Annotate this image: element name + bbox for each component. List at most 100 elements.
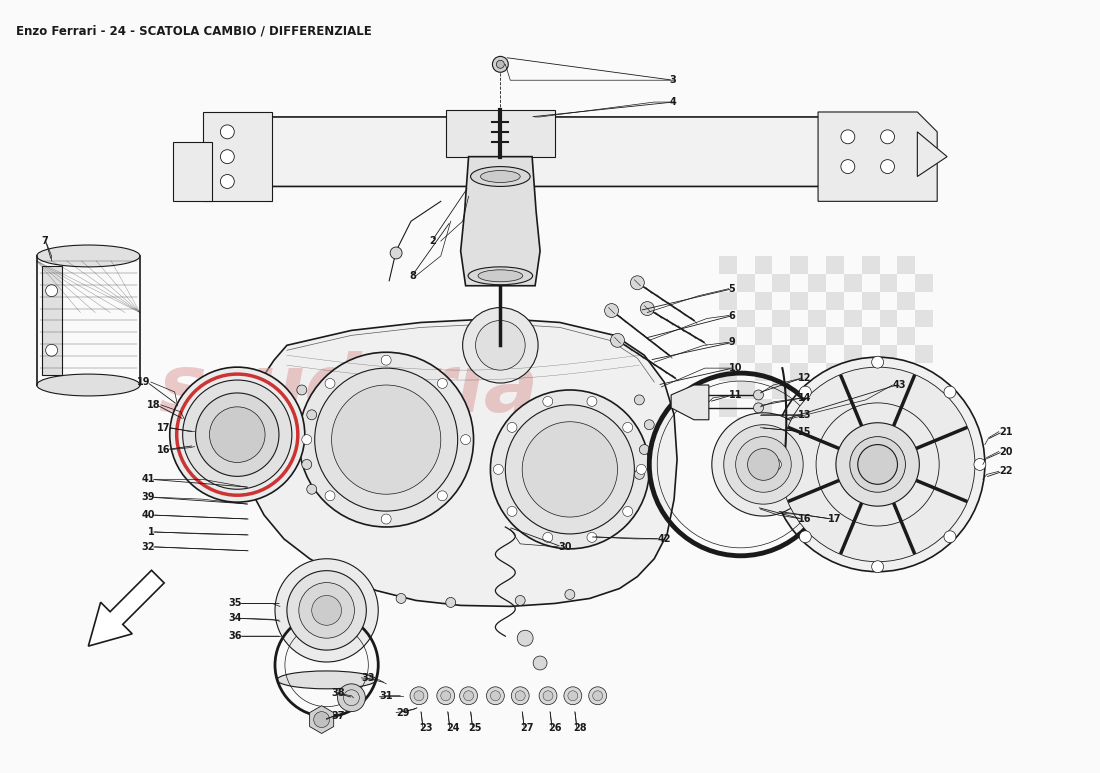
Text: 41: 41 [142,475,155,485]
Bar [790,363,808,381]
Bar [826,363,844,381]
Circle shape [297,385,307,395]
Circle shape [491,691,501,701]
Ellipse shape [481,171,520,182]
Text: 19: 19 [138,377,151,387]
Circle shape [301,459,311,469]
Bar [826,328,844,346]
Bar [755,363,772,381]
Bar [861,256,880,274]
Circle shape [307,485,317,494]
Bar [737,346,755,363]
Bar [826,291,844,309]
Circle shape [858,444,898,485]
Text: 42: 42 [657,534,671,544]
Bar [844,274,861,291]
Circle shape [640,301,654,315]
Circle shape [441,691,451,701]
Circle shape [517,630,534,646]
Circle shape [850,437,905,492]
Circle shape [314,712,330,727]
Ellipse shape [36,245,140,267]
Text: 34: 34 [229,613,242,623]
Circle shape [840,160,855,174]
Text: 5: 5 [728,284,736,294]
Circle shape [871,560,883,573]
Circle shape [754,403,763,413]
Circle shape [512,687,529,705]
Circle shape [623,506,632,516]
Circle shape [346,584,356,594]
Circle shape [326,379,336,388]
Circle shape [297,434,307,444]
Bar [808,346,826,363]
Circle shape [635,395,645,405]
Text: 13: 13 [799,410,812,420]
Circle shape [610,333,625,347]
Circle shape [414,691,424,701]
Bar [790,256,808,274]
Bar [915,381,933,399]
Text: 33: 33 [362,673,375,683]
Circle shape [507,506,517,516]
Circle shape [534,656,547,670]
Circle shape [800,386,812,398]
Ellipse shape [36,374,140,396]
Bar [880,346,898,363]
Bar [861,399,880,417]
Ellipse shape [478,270,522,281]
Ellipse shape [277,671,376,689]
Text: 3: 3 [669,75,675,85]
Text: 11: 11 [728,390,743,400]
Circle shape [46,284,57,297]
Circle shape [220,175,234,189]
Circle shape [331,385,441,494]
Bar [737,417,755,434]
Circle shape [587,533,597,543]
Circle shape [724,424,803,504]
Circle shape [46,344,57,356]
Circle shape [836,423,920,506]
Bar [755,291,772,309]
Bar [898,363,915,381]
Bar [898,291,915,309]
Bar [861,328,880,346]
Text: 4: 4 [669,97,675,107]
Circle shape [639,444,649,455]
Circle shape [326,491,336,501]
Text: 26: 26 [548,723,561,733]
Circle shape [486,687,504,705]
Circle shape [505,405,635,534]
Circle shape [736,437,791,492]
Text: car parts: car parts [168,418,366,461]
Bar [915,274,933,291]
Text: 37: 37 [331,710,345,720]
Circle shape [461,434,471,444]
Circle shape [593,691,603,701]
Circle shape [220,150,234,164]
Bar [772,309,790,328]
Circle shape [494,465,504,475]
Polygon shape [173,141,212,201]
Text: 9: 9 [728,337,736,347]
Polygon shape [917,132,947,176]
Bar [772,417,790,434]
Text: 7: 7 [42,236,48,246]
Bar [915,309,933,328]
Bar [718,291,737,309]
Text: 22: 22 [999,466,1012,476]
Polygon shape [818,112,937,201]
Text: 12: 12 [799,373,812,383]
Circle shape [338,684,365,712]
Bar [915,346,933,363]
Circle shape [568,691,578,701]
Polygon shape [42,266,62,375]
Bar [880,417,898,434]
Circle shape [169,367,305,502]
Bar [844,381,861,399]
Text: 16: 16 [799,514,812,524]
Text: 17: 17 [157,423,170,433]
Polygon shape [461,157,540,286]
Bar [915,417,933,434]
Circle shape [769,458,781,471]
